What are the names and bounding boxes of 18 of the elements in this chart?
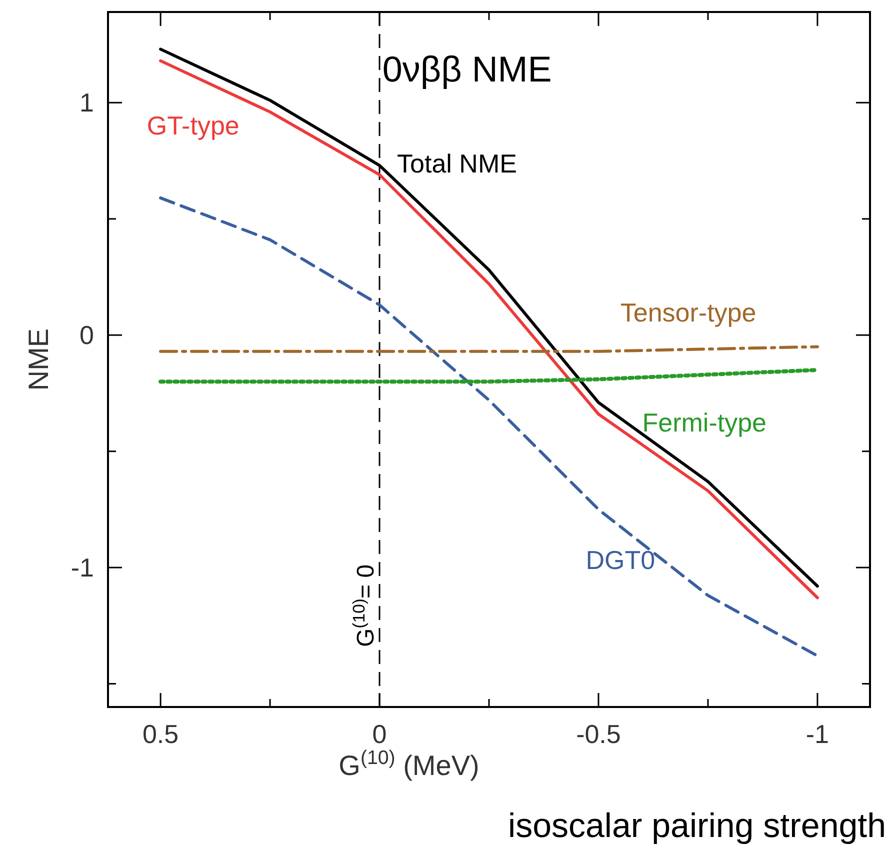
series-label: Fermi-type <box>642 408 767 438</box>
x-tick-label: 0.5 <box>142 719 179 749</box>
x-axis-title: G$^{(10)}$ (MeV) <box>338 747 480 781</box>
series-label: DGT0 <box>586 544 656 575</box>
text: isoscalar pairing strength <box>508 807 886 845</box>
series-label: Tensor-type <box>620 297 756 328</box>
x-tick-label: -0.5 <box>576 719 621 749</box>
text: 0νββ NME <box>382 48 552 90</box>
x-tick-label: 0 <box>372 719 387 749</box>
y-tick-label: 0 <box>80 320 94 350</box>
x-tick-label: -1 <box>806 719 830 749</box>
line-series <box>159 196 819 658</box>
y-tick-label: 1 <box>80 88 94 118</box>
series-label: Total NME <box>397 148 517 178</box>
y-tick-label: -1 <box>70 552 94 583</box>
line-series <box>158 368 820 384</box>
y-axis-title: NME <box>23 328 54 391</box>
series-label: GT-type <box>146 110 240 140</box>
